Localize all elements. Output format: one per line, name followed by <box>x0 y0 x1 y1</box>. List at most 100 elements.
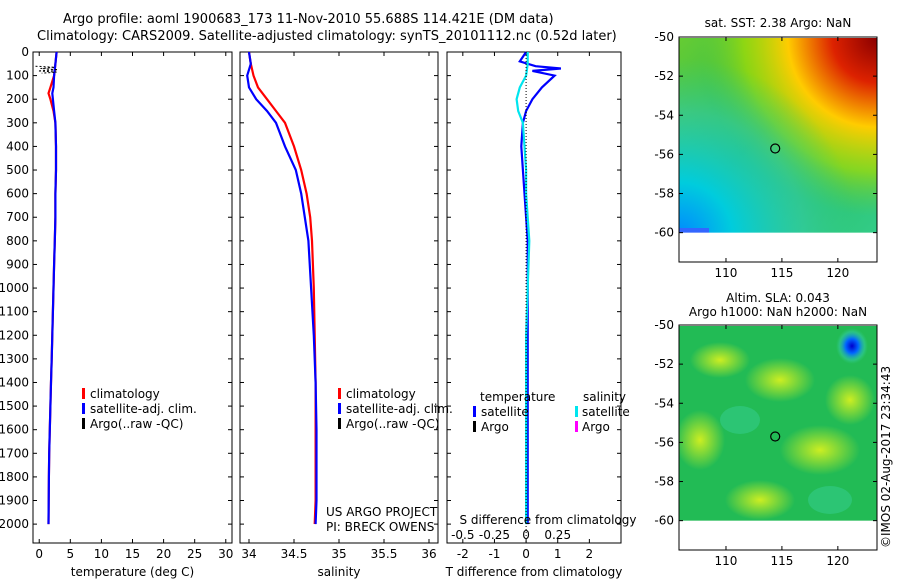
legend-label: satellite-adj. clim. <box>90 402 197 416</box>
x-tick-label: -2 <box>457 547 469 561</box>
profile-location-marker <box>770 431 781 442</box>
legend-swatch <box>473 421 476 432</box>
x-tick-label: 34 <box>241 547 256 561</box>
lat-tick-label: -52 <box>654 69 674 83</box>
sst-map-frame <box>678 36 878 263</box>
plot-frame-difference <box>446 51 622 544</box>
lat-tick-label: -50 <box>654 318 674 332</box>
sst-map: -50 -52 -54 -56 -58 -60 110 115 120 <box>654 30 878 280</box>
x-tick-label: 1 <box>554 547 562 561</box>
lon-tick-label: 120 <box>826 266 849 280</box>
x-tick-label: 20 <box>156 547 171 561</box>
legend-swatch <box>338 388 341 399</box>
lat-tick-label: -60 <box>654 226 674 240</box>
series-line-red <box>247 51 317 525</box>
sla-map-field <box>679 326 877 524</box>
figure-title-line1: Argo profile: aoml 1900683_173 11-Nov-20… <box>63 12 554 27</box>
depth-tick-label: 1700 <box>0 446 29 460</box>
depth-tick-label: 0 <box>21 45 29 59</box>
depth-tick-label: 800 <box>6 234 29 248</box>
legend-swatch <box>338 403 341 414</box>
lat-tick-label: -60 <box>654 514 674 528</box>
x-tick-label: -1 <box>488 547 500 561</box>
depth-tick-label: 200 <box>6 92 29 106</box>
depth-tick-label: 1900 <box>0 494 29 508</box>
legend-swatch <box>338 418 341 429</box>
x-axis-label: T difference from climatology <box>445 565 623 579</box>
x-tick-label: 5 <box>66 547 74 561</box>
lat-tick-label: -56 <box>654 435 674 449</box>
legend-header: salinity <box>583 390 626 404</box>
x-tick-label: 35 <box>331 547 346 561</box>
lat-tick-label: -54 <box>654 396 674 410</box>
legend-label: Argo(..raw -QC) <box>346 417 439 431</box>
series-line-blue <box>47 51 58 525</box>
depth-tick-label: 2000 <box>0 517 29 531</box>
legend-label: satellite <box>582 405 630 419</box>
profile-location-marker <box>770 143 781 154</box>
lat-tick-label: -54 <box>654 108 674 122</box>
depth-tick-label: 1600 <box>0 423 29 437</box>
x-tick-label: 2 <box>586 547 594 561</box>
x2-tick-label: -0.5 <box>451 528 474 542</box>
panel-difference: -2 -1 0 1 2 T difference from climatology <box>445 51 623 579</box>
sla-map-title: Altim. SLA: 0.043 <box>726 291 830 305</box>
depth-tick-label: 300 <box>6 116 29 130</box>
x-tick-label: 10 <box>94 547 109 561</box>
legend-label: satellite-adj. clim. <box>346 402 453 416</box>
legend-swatch <box>82 418 85 429</box>
lat-tick-label: -58 <box>654 187 674 201</box>
lon-tick-label: 115 <box>770 266 793 280</box>
lat-tick-label: -52 <box>654 357 674 371</box>
legend-label: satellite <box>481 405 529 419</box>
imos-credit: ©IMOS 02-Aug-2017 23:34:43 <box>879 366 893 548</box>
legend-label: Argo <box>582 420 610 434</box>
sla-map: -50 -52 -54 -56 -58 -60 110 115 120 <box>654 318 878 568</box>
series-line-blue <box>518 51 561 525</box>
depth-tick-label: 900 <box>6 257 29 271</box>
depth-tick-label: 1300 <box>0 352 29 366</box>
panel-temperature: 0100200300400500600700800900100011001200… <box>0 45 233 579</box>
legend-swatch <box>82 403 85 414</box>
sst-map-field <box>679 38 877 236</box>
lon-tick-label: 120 <box>826 554 849 568</box>
legend-header: temperature <box>480 390 555 404</box>
series-line-black <box>35 65 58 74</box>
x-tick-label: 30 <box>218 547 233 561</box>
x-tick-label: 0 <box>522 547 530 561</box>
x-tick-label: 36 <box>421 547 436 561</box>
lon-tick-label: 115 <box>770 554 793 568</box>
depth-tick-label: 1100 <box>0 305 29 319</box>
project-credit: US ARGO PROJECT <box>326 505 438 519</box>
sst-map-title: sat. SST: 2.38 Argo: NaN <box>705 16 852 30</box>
series-line-blue <box>246 51 318 525</box>
depth-tick-label: 400 <box>6 139 29 153</box>
x-tick-label: 0 <box>35 547 43 561</box>
pi-credit: PI: BRECK OWENS <box>326 520 434 534</box>
x-tick-label: 25 <box>187 547 202 561</box>
sla-nodata <box>679 520 877 550</box>
legend-label: Argo <box>481 420 509 434</box>
sla-map-frame <box>678 324 878 551</box>
legend-swatch <box>575 406 578 417</box>
depth-tick-label: 1500 <box>0 399 29 413</box>
x2-tick-label: 0 <box>522 528 530 542</box>
depth-tick-label: 1800 <box>0 470 29 484</box>
legend-label: climatology <box>346 387 416 401</box>
sla-map-subtitle: Argo h1000: NaN h2000: NaN <box>689 305 867 319</box>
legend-swatch <box>82 388 85 399</box>
figure-title-line2: Climatology: CARS2009. Satellite-adjuste… <box>37 29 617 44</box>
depth-tick-label: 700 <box>6 210 29 224</box>
depth-tick-label: 100 <box>6 69 29 83</box>
panel-salinity: 34 34.5 35 35.5 36 salinity <box>239 51 439 579</box>
plot-frame-temperature <box>32 51 233 544</box>
x-tick-label: 35.5 <box>371 547 398 561</box>
x2-tick-label: 0.25 <box>544 528 571 542</box>
depth-tick-label: 1000 <box>0 281 29 295</box>
lat-tick-label: -56 <box>654 147 674 161</box>
x-tick-label: 15 <box>125 547 140 561</box>
legend-swatch <box>575 421 578 432</box>
legend-label: Argo(..raw -QC) <box>90 417 183 431</box>
x2-axis-label: S difference from climatology <box>460 513 637 527</box>
